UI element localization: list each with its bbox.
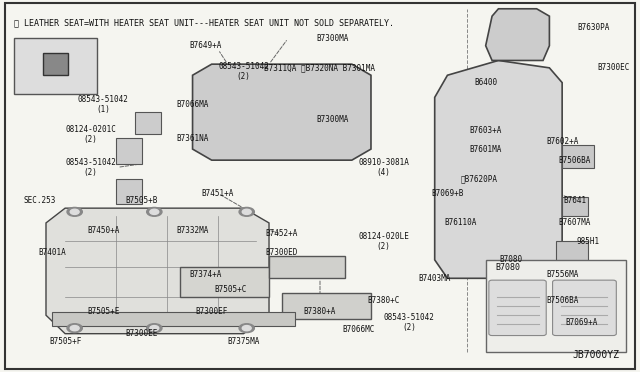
Circle shape <box>70 326 79 331</box>
Circle shape <box>67 208 83 216</box>
Text: B7505+B: B7505+B <box>125 196 158 205</box>
Text: 08124-020LE
(2): 08124-020LE (2) <box>358 232 409 251</box>
FancyBboxPatch shape <box>489 280 546 336</box>
Text: B7380+A: B7380+A <box>304 307 336 316</box>
Bar <box>562 145 594 167</box>
Circle shape <box>67 324 83 333</box>
Text: B7080: B7080 <box>495 263 520 272</box>
Text: B7601MA: B7601MA <box>470 145 502 154</box>
Bar <box>562 197 588 215</box>
Text: B6400: B6400 <box>474 78 497 87</box>
Text: B7401A: B7401A <box>38 248 67 257</box>
Text: B7374+A: B7374+A <box>189 270 221 279</box>
Circle shape <box>243 209 251 214</box>
Text: B7380+C: B7380+C <box>367 296 400 305</box>
Bar <box>556 241 588 267</box>
Circle shape <box>147 324 162 333</box>
Bar <box>43 53 68 75</box>
Text: ※B7620PA: ※B7620PA <box>461 174 498 183</box>
Polygon shape <box>46 208 269 334</box>
Bar <box>116 179 141 205</box>
Text: B7080: B7080 <box>500 255 523 264</box>
Text: 08543-51042
(2): 08543-51042 (2) <box>65 158 116 177</box>
Text: B7300EE: B7300EE <box>125 329 158 338</box>
Text: B7311QA ※B7320NA B7301MA: B7311QA ※B7320NA B7301MA <box>264 63 376 72</box>
Text: B7641: B7641 <box>563 196 586 205</box>
Text: B7505+E: B7505+E <box>87 307 120 316</box>
Text: B76110A: B76110A <box>444 218 476 227</box>
Text: B7602+A: B7602+A <box>546 137 579 146</box>
Bar <box>269 256 346 278</box>
Text: B7649+A: B7649+A <box>189 41 221 50</box>
Text: B7300MA: B7300MA <box>317 115 349 124</box>
Polygon shape <box>193 64 371 160</box>
Circle shape <box>150 326 159 331</box>
Text: 985H1: 985H1 <box>576 237 599 246</box>
Polygon shape <box>435 61 562 278</box>
FancyBboxPatch shape <box>552 280 616 336</box>
Text: 08124-0201C
(2): 08124-0201C (2) <box>65 125 116 144</box>
Text: B7452+A: B7452+A <box>266 230 298 238</box>
Circle shape <box>243 326 251 331</box>
Text: B7361NA: B7361NA <box>177 134 209 142</box>
Text: 08543-51042
(2): 08543-51042 (2) <box>384 313 435 332</box>
Text: 08543-51042
(1): 08543-51042 (1) <box>78 95 129 115</box>
Bar <box>556 286 581 308</box>
Circle shape <box>70 209 79 214</box>
Text: B7603+A: B7603+A <box>470 126 502 135</box>
Circle shape <box>239 208 254 216</box>
Text: B7450+A: B7450+A <box>87 226 120 235</box>
Text: 08910-3081A
(4): 08910-3081A (4) <box>358 158 409 177</box>
Bar <box>14 38 97 94</box>
Text: B7505+F: B7505+F <box>49 337 81 346</box>
Bar <box>180 267 269 297</box>
Bar <box>52 311 294 326</box>
Bar <box>282 293 371 319</box>
Text: 08543-51042
(2): 08543-51042 (2) <box>218 62 269 81</box>
Bar <box>135 112 161 134</box>
Text: B7300EC: B7300EC <box>597 63 629 72</box>
Text: B7069+A: B7069+A <box>565 318 598 327</box>
Circle shape <box>147 208 162 216</box>
Text: B7403MA: B7403MA <box>419 274 451 283</box>
Text: B7300EF: B7300EF <box>195 307 228 316</box>
Bar <box>116 138 141 164</box>
Text: B7506BA: B7506BA <box>546 296 579 305</box>
Circle shape <box>150 209 159 214</box>
Text: B7066MC: B7066MC <box>342 326 374 334</box>
Text: B7300ED: B7300ED <box>266 248 298 257</box>
Bar <box>486 260 626 352</box>
Text: B7066MA: B7066MA <box>177 100 209 109</box>
Polygon shape <box>486 9 549 61</box>
Text: B7069+B: B7069+B <box>431 189 463 198</box>
Text: B7556MA: B7556MA <box>546 270 579 279</box>
Text: B7505+C: B7505+C <box>214 285 247 294</box>
Text: SEC.253: SEC.253 <box>24 196 56 205</box>
Text: JB7000YZ: JB7000YZ <box>573 350 620 359</box>
Text: B7375MA: B7375MA <box>227 337 260 346</box>
Circle shape <box>239 324 254 333</box>
Text: B7630PA: B7630PA <box>578 23 610 32</box>
Text: B7300MA: B7300MA <box>317 34 349 43</box>
Text: B7506BA: B7506BA <box>559 155 591 165</box>
Text: ※ LEATHER SEAT=WITH HEATER SEAT UNIT---HEATER SEAT UNIT NOT SOLD SEPARATELY.: ※ LEATHER SEAT=WITH HEATER SEAT UNIT---H… <box>14 18 394 27</box>
Text: B7607MA: B7607MA <box>559 218 591 227</box>
Text: B7451+A: B7451+A <box>202 189 234 198</box>
Text: B7332MA: B7332MA <box>177 226 209 235</box>
